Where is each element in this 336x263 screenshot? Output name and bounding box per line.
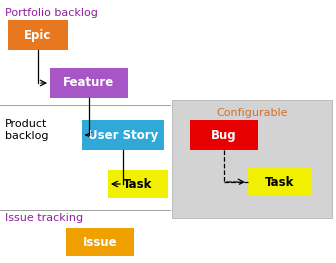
Text: Epic: Epic — [24, 28, 52, 42]
Text: Task: Task — [123, 178, 153, 190]
Text: Issue: Issue — [83, 235, 117, 249]
Text: User Story: User Story — [88, 129, 158, 141]
Bar — [82, 120, 164, 150]
Bar — [8, 20, 68, 50]
Text: Configurable: Configurable — [216, 108, 288, 118]
Bar — [190, 120, 258, 150]
Bar — [66, 228, 134, 256]
Bar — [172, 100, 332, 218]
Text: Feature: Feature — [64, 77, 115, 89]
Text: Issue tracking: Issue tracking — [5, 213, 83, 223]
Bar — [248, 168, 312, 196]
Text: Task: Task — [265, 175, 295, 189]
Bar — [50, 68, 128, 98]
Text: Product
backlog: Product backlog — [5, 119, 48, 141]
Text: Portfolio backlog: Portfolio backlog — [5, 8, 98, 18]
Bar — [108, 170, 168, 198]
Text: Bug: Bug — [211, 129, 237, 141]
